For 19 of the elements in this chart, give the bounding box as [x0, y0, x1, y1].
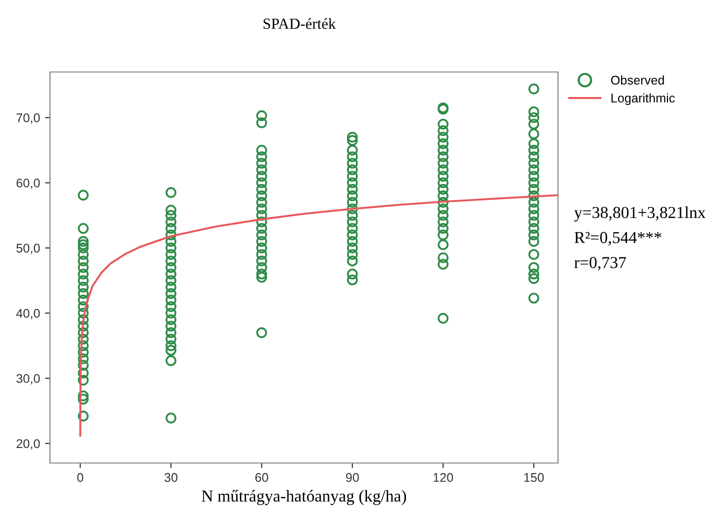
y-tick-label: 40,0 — [16, 308, 40, 320]
x-tick-label: 120 — [434, 473, 454, 482]
y-tick-label: 50,0 — [16, 244, 40, 254]
text: y=38,801+3,821lnx — [574, 206, 706, 222]
text: r=0,737 — [574, 256, 626, 271]
y-tick-label: 70,0 — [16, 113, 40, 124]
text: R²=0,544*** — [574, 232, 662, 246]
y-tick-label: 30,0 — [16, 374, 40, 384]
x-tick-label: 0 — [77, 473, 84, 482]
legend-label: Logarithmic — [612, 93, 675, 105]
chart-title: SPAD-érték — [264, 18, 336, 29]
x-tick-label: 90 — [346, 473, 359, 482]
y-tick-label: 20,0 — [16, 439, 40, 450]
x-axis-title: N műtrágya-hatóanyag (kg/ha) — [202, 490, 406, 506]
legend-label: Observed — [611, 75, 664, 85]
y-tick-label: 60,0 — [16, 178, 40, 189]
x-tick-label: 30 — [164, 473, 178, 482]
x-tick-label: 60 — [255, 473, 268, 482]
x-tick-label: 150 — [524, 473, 544, 482]
